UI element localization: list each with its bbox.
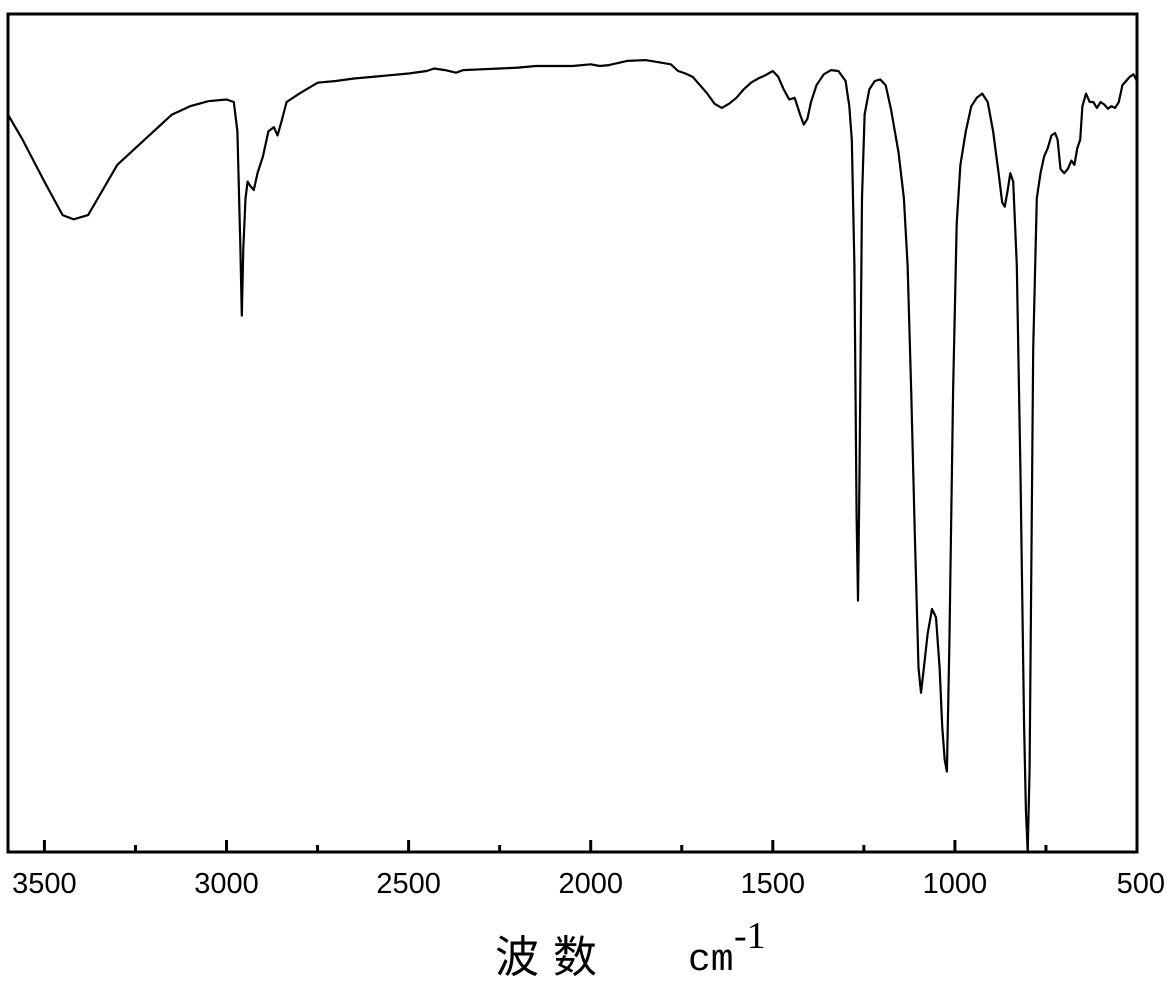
x-tick-label: 1000 [923,868,988,900]
x-axis-tick-labels: 3500 3000 2500 2000 1500 1000 500 [12,868,1165,900]
x-tick-label: 500 [1117,868,1165,900]
x-axis-label: 波 数 cm -1 [495,915,766,983]
x-axis-label-unit: cm [688,939,734,982]
x-tick-label: 2000 [558,868,623,900]
x-tick-label: 1500 [741,868,806,900]
plot-frame [6,12,1139,854]
x-tick-label: 3500 [12,868,77,900]
x-axis-label-exponent: -1 [734,915,766,957]
spectrum-line [7,59,1138,854]
x-axis-ticks [42,840,1139,852]
x-tick-label: 2500 [376,868,441,900]
x-tick-label: 3000 [194,868,259,900]
x-axis-label-text: 波 数 [495,932,597,983]
